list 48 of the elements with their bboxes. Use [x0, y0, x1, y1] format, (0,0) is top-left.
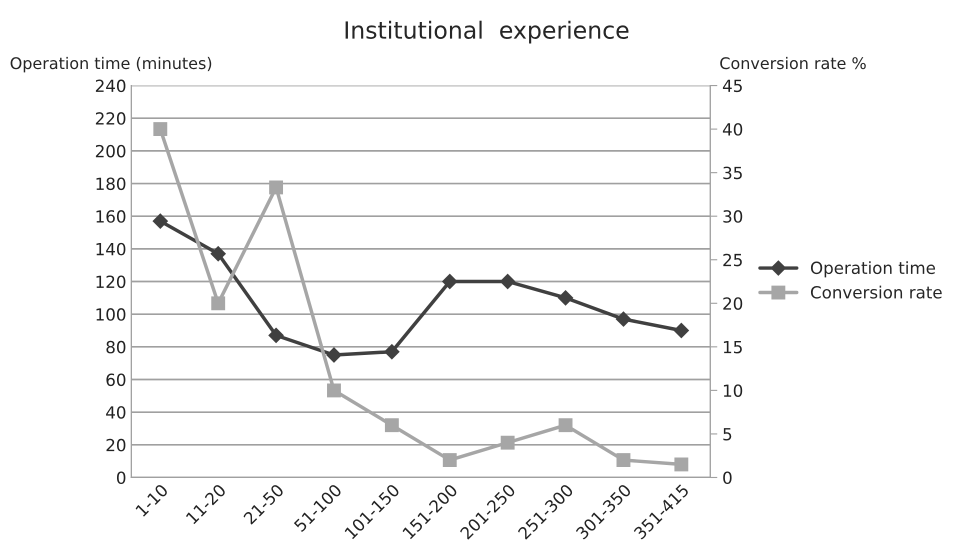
- point: [326, 347, 342, 363]
- y2-tick-label: 0: [723, 471, 732, 484]
- point: [384, 418, 399, 432]
- y-tick-label: 180: [96, 178, 126, 190]
- y-tick-label: 80: [106, 340, 126, 354]
- y2-tick-label: 20: [723, 297, 742, 310]
- point: [674, 322, 689, 338]
- point: [269, 180, 284, 194]
- y-tick-label: 60: [106, 373, 126, 386]
- y-tick-label: 240: [96, 80, 126, 92]
- y-axis-title: Operation time (minutes): [10, 56, 212, 72]
- y2-tick-label: 35: [723, 166, 742, 180]
- point: [152, 214, 168, 229]
- point: [442, 274, 458, 290]
- point: [327, 383, 341, 398]
- point: [500, 274, 516, 290]
- y2-tick-label: 30: [723, 210, 742, 223]
- point: [616, 453, 630, 468]
- y-tick-label: 160: [96, 210, 126, 223]
- chart-title: Institutional experience: [346, 20, 628, 44]
- y2-tick-label: 40: [722, 123, 742, 136]
- point: [268, 328, 284, 343]
- point: [674, 457, 688, 472]
- y-tick-label: 200: [96, 144, 126, 158]
- legend-label: Operation time: [810, 261, 936, 278]
- y-tick-label: 120: [96, 275, 126, 288]
- y2-tick-label: 15: [724, 341, 742, 354]
- point: [558, 290, 574, 306]
- y2-tick-label: 45: [722, 80, 742, 92]
- point: [384, 344, 400, 360]
- y2-tick-label: 5: [723, 428, 732, 440]
- point: [211, 296, 226, 310]
- point: [442, 453, 457, 468]
- y2-tick-label: 25: [723, 254, 742, 266]
- y-tick-label: 140: [96, 242, 126, 256]
- point: [616, 312, 632, 327]
- point: [500, 436, 515, 450]
- legend-label: Conversion rate: [810, 286, 942, 299]
- y-tick-label: 220: [96, 112, 126, 125]
- y-tick-label: 0: [116, 471, 126, 484]
- point: [558, 418, 572, 432]
- y-tick-label: 100: [96, 308, 126, 321]
- y2-tick-label: 10: [724, 384, 742, 397]
- y-tick-label: 20: [106, 438, 126, 452]
- y-tick-label: 40: [106, 406, 126, 419]
- point: [210, 246, 226, 262]
- point: [153, 122, 168, 136]
- y2-axis-title: Conversion rate %: [720, 56, 866, 70]
